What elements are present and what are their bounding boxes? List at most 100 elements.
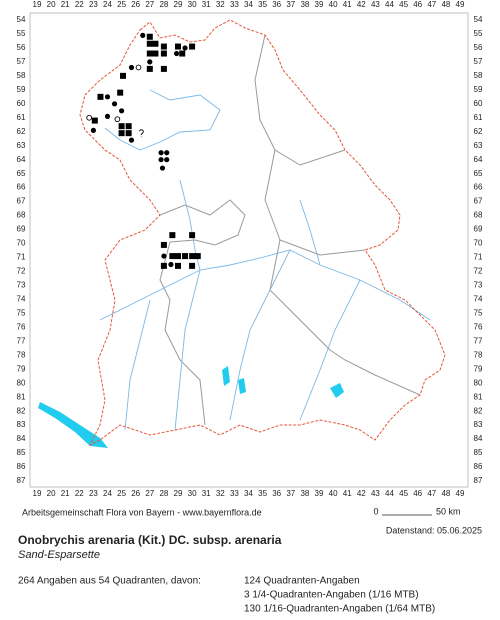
row-label: 85 — [474, 448, 483, 457]
count-line: 130 1/16-Quadranten-Angaben (1/64 MTB) — [244, 604, 435, 615]
column-label: 39 — [315, 489, 324, 498]
column-label: 21 — [61, 0, 70, 9]
column-label: 47 — [427, 0, 436, 9]
row-label: 75 — [474, 308, 483, 317]
column-label: 49 — [456, 0, 465, 9]
column-label: 21 — [61, 489, 70, 498]
row-label: 72 — [17, 267, 26, 276]
river — [104, 89, 221, 151]
column-label: 26 — [131, 489, 140, 498]
row-label: 58 — [17, 71, 26, 80]
dot-marker — [161, 253, 167, 259]
summary: 264 Angaben aus 54 Quadranten, davon: — [18, 576, 201, 587]
district-border — [254, 34, 346, 166]
row-label: 69 — [474, 225, 483, 234]
square-marker — [175, 43, 181, 50]
square-marker — [146, 40, 153, 47]
row-label: 86 — [17, 462, 26, 471]
district-border — [159, 241, 206, 426]
square-marker — [97, 93, 104, 100]
column-label: 29 — [174, 489, 183, 498]
row-label: 68 — [474, 211, 483, 220]
grid-frame — [29, 12, 469, 488]
row-label: 86 — [474, 462, 483, 471]
column-label: 31 — [202, 489, 211, 498]
dot-marker — [128, 137, 135, 143]
row-label: 87 — [17, 476, 26, 485]
row-label: 65 — [17, 169, 26, 178]
square-marker — [117, 89, 124, 96]
column-label: 22 — [75, 0, 84, 9]
row-label: 54 — [17, 15, 26, 24]
lake — [222, 366, 230, 386]
column-label: 25 — [117, 0, 126, 9]
credit: Arbeitsgemeinschaft Flora von Bayern - w… — [22, 507, 262, 517]
square-marker — [189, 43, 196, 50]
row-label: 55 — [474, 29, 483, 38]
column-label: 27 — [145, 489, 154, 498]
row-label: 83 — [17, 420, 26, 429]
column-label: 35 — [258, 0, 267, 9]
river — [299, 279, 361, 421]
row-label: 79 — [474, 364, 483, 373]
dot-marker — [182, 45, 188, 51]
row-label: 71 — [17, 253, 26, 262]
river — [174, 269, 201, 431]
row-label: 61 — [17, 113, 26, 122]
row-label: 55 — [17, 29, 26, 38]
column-label: 23 — [89, 0, 98, 9]
column-label: 37 — [286, 0, 295, 9]
column-label: 48 — [441, 0, 450, 9]
column-label: 46 — [413, 0, 422, 9]
column-label: 26 — [131, 0, 140, 9]
dot-marker — [164, 150, 170, 156]
open-marker — [135, 64, 142, 71]
column-label: 28 — [159, 489, 168, 498]
dot-marker — [173, 50, 180, 57]
square-marker — [125, 123, 132, 130]
column-label: 40 — [329, 0, 338, 9]
row-label: 56 — [17, 43, 26, 52]
square-marker — [160, 65, 167, 72]
square-marker — [118, 123, 125, 130]
column-label: 38 — [300, 0, 309, 9]
row-label: 62 — [474, 127, 483, 136]
dot-marker — [128, 64, 135, 71]
lakes — [38, 366, 344, 448]
column-label: 30 — [188, 0, 197, 9]
column-label: 37 — [286, 489, 295, 498]
square-marker — [125, 130, 132, 137]
rivers — [99, 89, 431, 431]
square-marker — [189, 232, 196, 239]
dot-marker — [159, 165, 166, 171]
row-label: 85 — [17, 448, 26, 457]
square-marker — [91, 117, 98, 124]
square-marker — [120, 72, 127, 79]
row-label: 81 — [474, 392, 483, 401]
column-label: 46 — [413, 489, 422, 498]
column-label: 29 — [174, 0, 183, 9]
row-label: 57 — [17, 57, 26, 66]
column-label: 34 — [244, 489, 253, 498]
column-label: 28 — [159, 0, 168, 9]
row-label: 77 — [17, 336, 26, 345]
row-label: 76 — [474, 322, 483, 331]
column-label: 48 — [441, 489, 450, 498]
row-label: 67 — [17, 197, 26, 206]
square-marker — [152, 50, 159, 57]
square-marker — [169, 232, 176, 239]
row-label: 63 — [474, 141, 483, 150]
row-label: 60 — [474, 99, 483, 108]
dot-marker — [158, 157, 164, 163]
column-label: 47 — [427, 489, 436, 498]
column-label: 41 — [343, 489, 352, 498]
lake — [38, 402, 108, 448]
row-label: 56 — [474, 43, 483, 52]
dot-marker — [111, 101, 118, 107]
square-marker — [175, 253, 181, 260]
row-label: 57 — [474, 57, 483, 66]
column-label: 33 — [230, 489, 239, 498]
river — [99, 249, 431, 321]
dot-marker — [119, 108, 125, 114]
